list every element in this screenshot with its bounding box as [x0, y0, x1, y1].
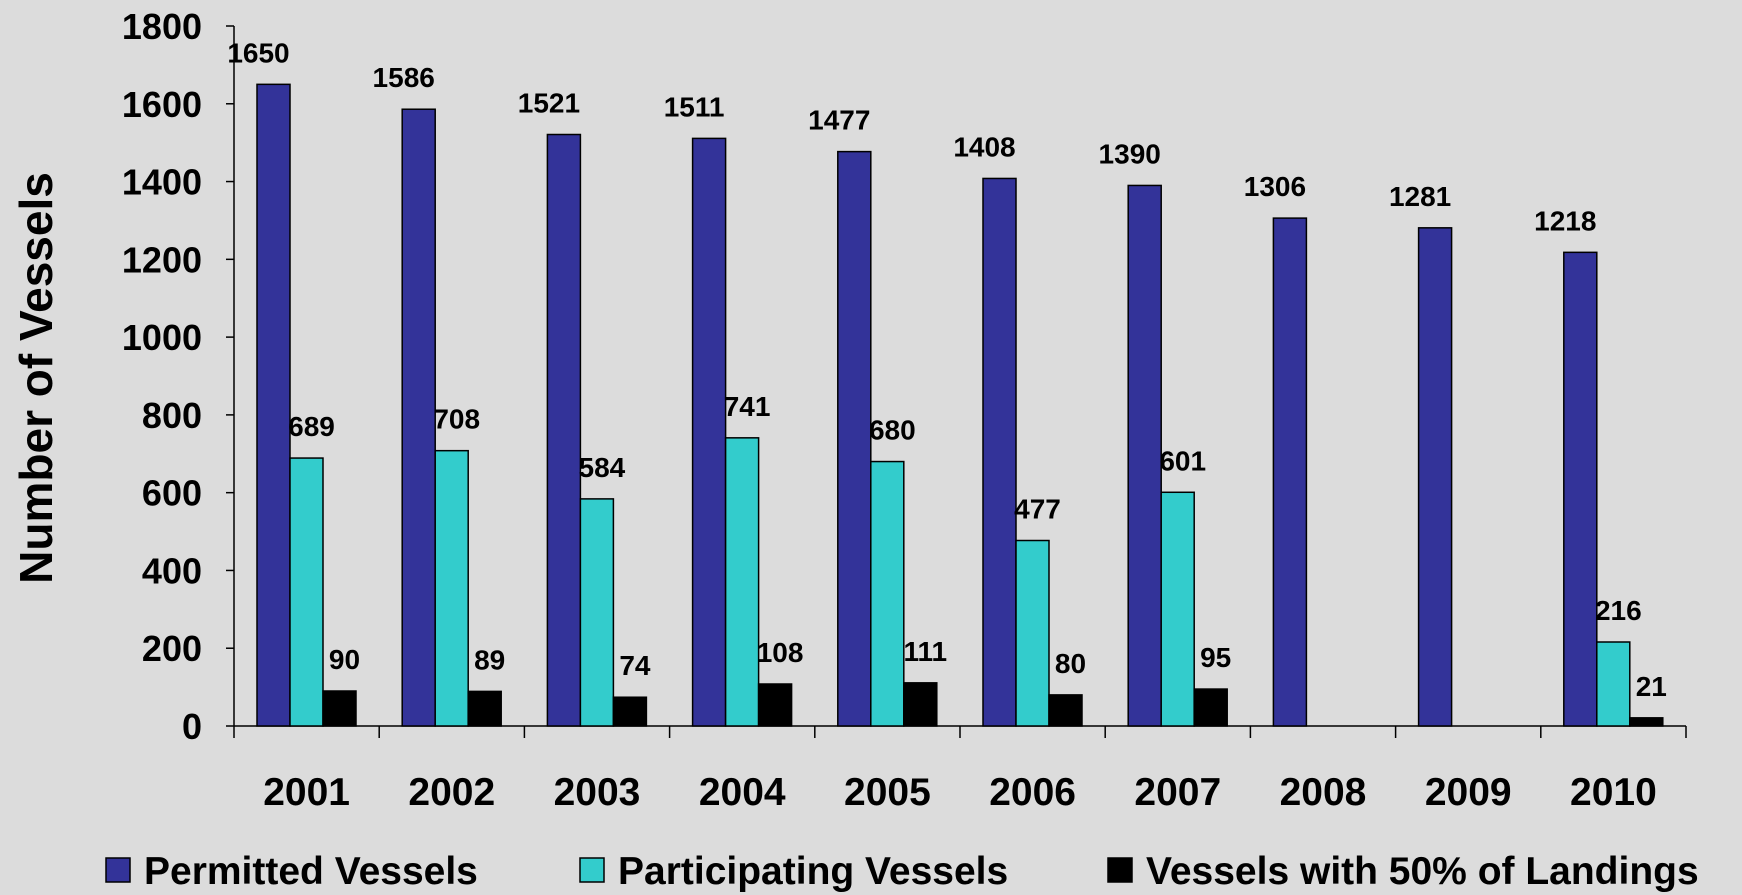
data-label: 1586	[373, 62, 435, 93]
y-tick-label: 1800	[122, 6, 202, 47]
bar-permitted-vessels-2007	[1127, 184, 1162, 727]
y-axis: 0 200 400 600 800 1000 1200 1400 1600 1800	[122, 6, 235, 747]
y-tick-label: 400	[142, 550, 202, 591]
bar-participating-vessels-2003	[579, 498, 615, 727]
y-tick-label: 1200	[122, 239, 202, 280]
bar-participating-vessels-2001	[289, 457, 324, 727]
bar-permitted-vessels-2008	[1272, 217, 1308, 727]
data-label: 601	[1159, 445, 1206, 476]
legend-swatch	[105, 857, 131, 883]
y-tick-label: 600	[142, 473, 202, 514]
x-tick-label: 2002	[408, 771, 495, 814]
legend-label: Vessels with 50% of Landings	[1146, 850, 1699, 893]
bars	[256, 83, 1664, 727]
bar-permitted-vessels-2001	[256, 83, 291, 727]
x-tick-label: 2004	[699, 771, 786, 814]
bar-vessels-with-50-of-landings-2010	[1629, 717, 1664, 727]
data-label: 1511	[664, 91, 725, 122]
data-label: 689	[288, 411, 335, 442]
data-label: 1477	[808, 105, 870, 136]
bar-permitted-vessels-2003	[546, 133, 582, 727]
x-tick-label: 2007	[1134, 771, 1221, 814]
bar-participating-vessels-2006	[1015, 539, 1050, 727]
legend-swatch	[579, 857, 605, 883]
y-axis-label: Number of Vessels	[10, 172, 62, 584]
bar-participating-vessels-2010	[1596, 641, 1631, 727]
bar-vessels-with-50-of-landings-2003	[612, 696, 648, 727]
x-tick-label: 2001	[263, 771, 350, 814]
bar-vessels-with-50-of-landings-2007	[1193, 688, 1228, 727]
data-label: 708	[433, 404, 480, 435]
bar-permitted-vessels-2009	[1417, 227, 1453, 727]
bar-vessels-with-50-of-landings-2001	[322, 690, 357, 727]
data-label: 1650	[227, 37, 289, 68]
data-label: 216	[1595, 595, 1642, 626]
data-label: 111	[903, 636, 947, 667]
bar-permitted-vessels-2004	[691, 137, 727, 727]
bar-vessels-with-50-of-landings-2006	[1048, 694, 1083, 727]
x-tick-label: 2006	[989, 771, 1076, 814]
legend: Permitted Vessels Participating Vessels Ve…	[105, 850, 1699, 893]
legend-label: Participating Vessels	[618, 850, 1008, 893]
y-tick-label: 0	[182, 706, 202, 747]
x-tick-label: 2010	[1570, 771, 1657, 814]
data-label: 95	[1200, 642, 1231, 673]
legend-label: Permitted Vessels	[144, 850, 478, 893]
bar-participating-vessels-2007	[1160, 491, 1195, 727]
legend-swatch	[1107, 857, 1133, 883]
bar-participating-vessels-2002	[434, 449, 469, 727]
data-label: 680	[869, 415, 916, 446]
data-label: 1408	[953, 131, 1015, 162]
x-tick-label: 2009	[1425, 771, 1512, 814]
bar-permitted-vessels-2005	[837, 150, 872, 727]
bar-participating-vessels-2005	[870, 460, 905, 727]
bar-permitted-vessels-2010	[1563, 251, 1598, 727]
data-label: 90	[329, 644, 360, 675]
data-labels: 1650 1586 1521 1511 1477 1408 1390 1306 1281 1218…	[227, 37, 1667, 702]
x-tick-label: 2008	[1280, 771, 1367, 814]
data-label: 74	[619, 650, 651, 681]
data-label: 21	[1636, 671, 1667, 702]
x-axis: 2001 2002 2003 2004 2005 2006 2007 2008 2009 2010	[233, 725, 1687, 814]
bar-vessels-with-50-of-landings-2004	[757, 683, 793, 727]
data-label: 1390	[1099, 138, 1161, 169]
data-label: 80	[1055, 648, 1086, 679]
y-tick-label: 1000	[122, 317, 202, 358]
data-label: 89	[474, 644, 505, 675]
data-label: 1218	[1534, 205, 1596, 236]
data-label: 741	[724, 391, 771, 422]
bar-vessels-with-50-of-landings-2002	[467, 690, 502, 727]
bar-vessels-with-50-of-landings-2005	[903, 682, 938, 727]
x-tick-label: 2003	[554, 771, 641, 814]
bar-permitted-vessels-2002	[401, 108, 436, 727]
data-label: 584	[579, 452, 626, 483]
data-label: 108	[757, 637, 804, 668]
y-tick-label: 1600	[122, 84, 202, 125]
bar-permitted-vessels-2006	[982, 177, 1017, 727]
data-label: 1281	[1389, 181, 1451, 212]
y-tick-label: 200	[142, 628, 202, 669]
bar-participating-vessels-2004	[724, 437, 760, 727]
y-tick-label: 1400	[122, 162, 202, 203]
x-tick-label: 2005	[844, 771, 931, 814]
data-label: 1521	[518, 88, 580, 119]
y-tick-label: 800	[142, 395, 202, 436]
data-label: 477	[1014, 494, 1061, 525]
data-label: 1306	[1244, 171, 1306, 202]
